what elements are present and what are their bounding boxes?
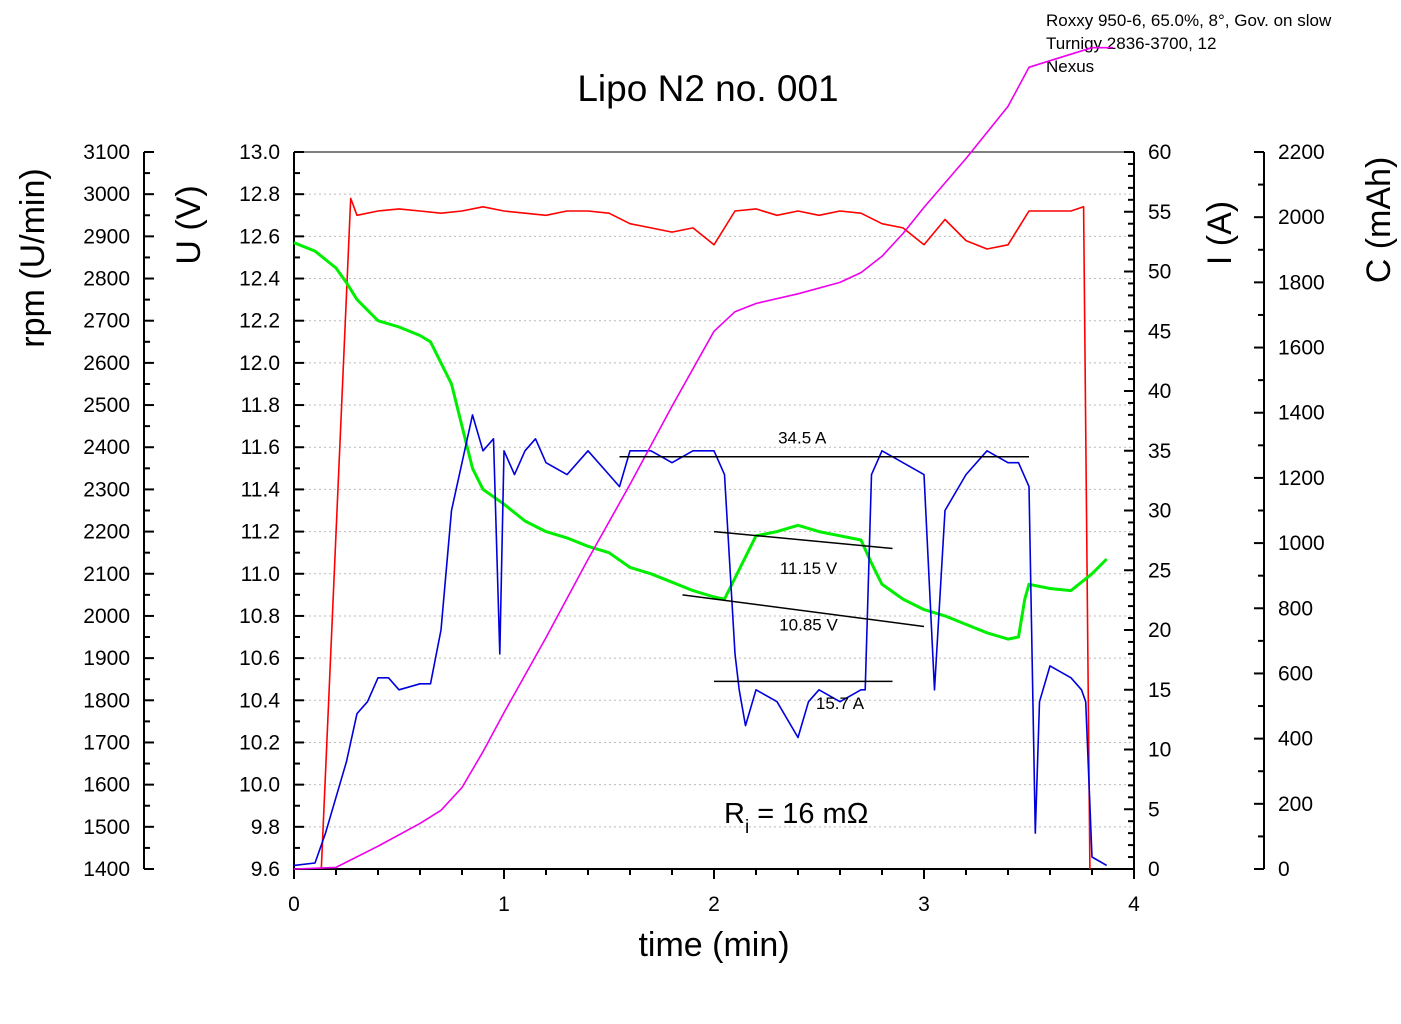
- voltage-axis-title: U (V): [170, 185, 208, 264]
- rpm-tick-label: 2700: [83, 310, 130, 333]
- voltage-tick-label: 11.0: [241, 563, 280, 586]
- capacity-tick-label: 1000: [1278, 532, 1325, 555]
- capacity-tick-label: 1800: [1278, 271, 1325, 294]
- rpm-tick-label: 2600: [83, 352, 130, 375]
- current-tick-label: 15: [1148, 679, 1171, 702]
- info-line-rx: Nexus: [1046, 57, 1095, 76]
- voltage-tick-label: 9.8: [251, 816, 280, 839]
- info-line-esc: Roxxy 950-6, 65.0%, 8°, Gov. on slow: [1046, 11, 1332, 30]
- rpm-tick-label: 2500: [83, 394, 130, 417]
- current-tick-label: 10: [1148, 739, 1171, 762]
- rpm-tick-label: 1900: [83, 647, 130, 670]
- series-capacity: [293, 46, 1113, 870]
- capacity-axis-title: C (mAh): [1360, 157, 1398, 284]
- voltage-tick-label: 10.8: [239, 605, 280, 628]
- current-tick-label: 20: [1148, 619, 1171, 642]
- rpm-tick-label: 1400: [83, 858, 130, 881]
- capacity-tick-label: 1400: [1278, 402, 1325, 425]
- rpm-tick-label: 1500: [83, 816, 130, 839]
- annotation-label: 11.15 V: [780, 559, 838, 578]
- rpm-tick-label: 2100: [83, 563, 130, 586]
- capacity-tick-label: 1600: [1278, 337, 1325, 360]
- current-tick-label: 60: [1148, 141, 1171, 164]
- annotation-label: 34.5 A: [778, 429, 827, 448]
- voltage-tick-label: 12.0: [239, 352, 280, 375]
- current-tick-label: 50: [1148, 261, 1171, 284]
- current-tick-label: 45: [1148, 320, 1171, 343]
- rpm-tick-label: 2200: [83, 521, 130, 544]
- voltage-tick-label: 9.6: [251, 858, 280, 881]
- capacity-tick-label: 1200: [1278, 467, 1325, 490]
- rpm-tick-label: 2300: [83, 478, 130, 501]
- rpm-tick-label: 3100: [83, 141, 130, 164]
- capacity-tick-label: 2000: [1278, 206, 1325, 229]
- voltage-tick-label: 12.6: [239, 225, 280, 248]
- voltage-tick-label: 11.4: [241, 478, 281, 501]
- voltage-tick-label: 10.6: [239, 647, 280, 670]
- voltage-tick-label: 12.8: [239, 183, 280, 206]
- series-current: [293, 414, 1108, 867]
- rpm-axis-title: rpm (U/min): [14, 168, 52, 347]
- x-tick-label: 3: [918, 893, 930, 916]
- current-tick-label: 30: [1148, 500, 1171, 523]
- internal-resistance-label: Ri = 16 mΩ: [724, 798, 868, 838]
- rpm-tick-label: 1600: [83, 774, 130, 797]
- capacity-tick-label: 2200: [1278, 141, 1325, 164]
- rpm-tick-label: 2000: [83, 605, 130, 628]
- current-tick-label: 35: [1148, 440, 1171, 463]
- series-voltage: [293, 241, 1108, 641]
- series-rpm: [320, 197, 1091, 870]
- capacity-tick-label: 400: [1278, 728, 1313, 751]
- current-axis-title: I (A): [1201, 201, 1239, 265]
- voltage-tick-label: 11.6: [241, 436, 280, 459]
- capacity-tick-label: 600: [1278, 662, 1313, 685]
- current-tick-label: 25: [1148, 559, 1171, 582]
- rpm-tick-label: 1800: [83, 689, 130, 712]
- x-tick-label: 4: [1128, 893, 1140, 916]
- capacity-tick-label: 0: [1278, 858, 1290, 881]
- x-tick-label: 0: [288, 893, 300, 916]
- rpm-tick-label: 1700: [83, 731, 130, 754]
- current-tick-label: 5: [1148, 798, 1160, 821]
- annotation-label: 10.85 V: [779, 616, 838, 635]
- annotation-line: [682, 594, 925, 628]
- x-axis-title: time (min): [638, 926, 789, 964]
- voltage-tick-label: 10.4: [239, 689, 280, 712]
- capacity-tick-label: 800: [1278, 597, 1313, 620]
- voltage-tick-label: 10.0: [239, 774, 280, 797]
- voltage-tick-label: 13.0: [239, 141, 280, 164]
- current-tick-label: 40: [1148, 380, 1171, 403]
- annotation-label: 15.7 A: [816, 694, 865, 713]
- x-tick-label: 2: [708, 893, 720, 916]
- x-tick-label: 1: [498, 893, 510, 916]
- chart-title: Lipo N2 no. 001: [577, 68, 838, 109]
- rpm-tick-label: 2400: [83, 436, 130, 459]
- current-tick-label: 0: [1148, 858, 1160, 881]
- voltage-tick-label: 12.4: [239, 268, 280, 291]
- capacity-tick-label: 200: [1278, 793, 1313, 816]
- rpm-tick-label: 3000: [83, 183, 130, 206]
- annotation-line: [713, 530, 893, 550]
- voltage-tick-label: 11.2: [241, 521, 280, 544]
- voltage-tick-label: 12.2: [239, 310, 280, 333]
- rpm-tick-label: 2800: [83, 268, 130, 291]
- current-tick-label: 55: [1148, 201, 1171, 224]
- voltage-tick-label: 11.8: [241, 394, 280, 417]
- voltage-tick-label: 10.2: [239, 731, 280, 754]
- rpm-tick-label: 2900: [83, 225, 130, 248]
